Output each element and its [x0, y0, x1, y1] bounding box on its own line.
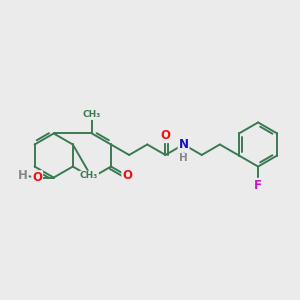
Text: CH₃: CH₃ — [83, 110, 101, 119]
Text: O: O — [122, 169, 132, 182]
Text: H: H — [179, 153, 188, 163]
Text: O: O — [32, 171, 42, 184]
Text: F: F — [254, 179, 262, 192]
Text: H: H — [18, 169, 28, 182]
Text: N: N — [178, 138, 189, 151]
Text: CH₃: CH₃ — [80, 171, 98, 180]
Text: O: O — [160, 129, 170, 142]
